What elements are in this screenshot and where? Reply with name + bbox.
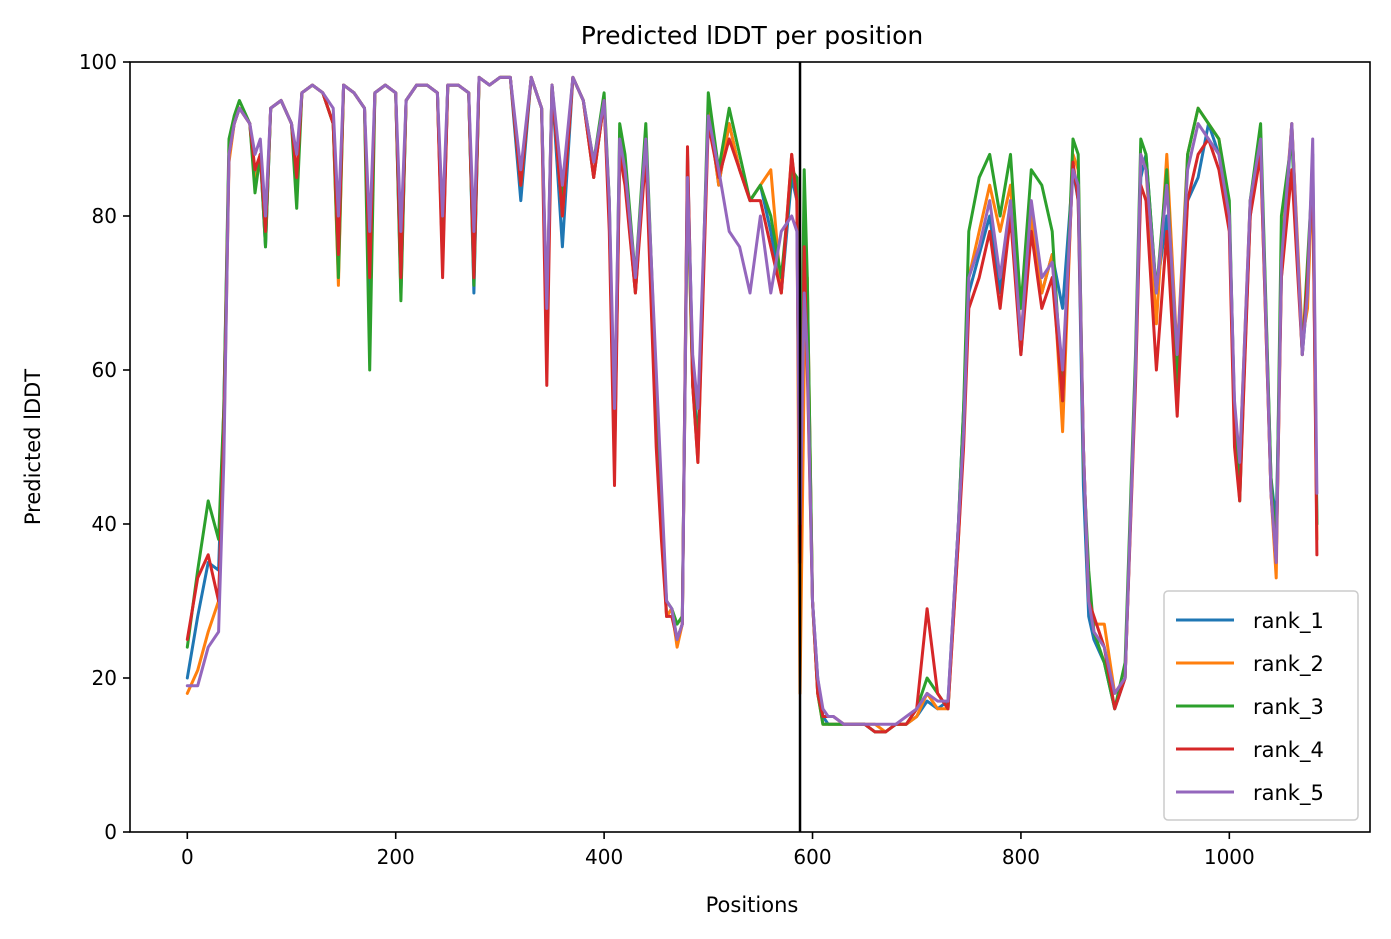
legend-label: rank_2	[1253, 652, 1324, 677]
x-tick-label: 400	[585, 845, 623, 869]
axes: 0 200 400 600 800 1000 0 20 40 60 80 100	[79, 50, 1371, 869]
y-tick-label: 40	[92, 512, 117, 536]
x-tick-label: 0	[181, 845, 194, 869]
legend-box	[1163, 590, 1359, 821]
x-axis-label: Positions	[706, 893, 799, 917]
x-tick-label: 600	[793, 845, 831, 869]
plot-frame	[129, 61, 1371, 833]
x-tick-label: 1000	[1204, 845, 1255, 869]
legend: rank_1 rank_2 rank_3 rank_4 rank_5	[1163, 590, 1359, 821]
y-axis-label: Predicted lDDT	[21, 369, 45, 525]
y-tick-label: 80	[92, 204, 117, 228]
series-line-rank-5	[185, 75, 1319, 726]
y-tick-label: 0	[104, 820, 117, 844]
legend-label: rank_1	[1253, 609, 1324, 634]
series-lines	[185, 75, 1319, 734]
y-tick-label: 60	[92, 358, 117, 382]
y-tick-label: 100	[79, 50, 117, 74]
legend-label: rank_4	[1253, 738, 1324, 763]
chart-title: Predicted lDDT per position	[581, 21, 923, 50]
legend-label: rank_5	[1253, 781, 1324, 806]
legend-label: rank_3	[1253, 695, 1324, 720]
x-tick-label: 200	[377, 845, 415, 869]
y-tick-label: 20	[92, 666, 117, 690]
x-tick-label: 800	[1002, 845, 1040, 869]
